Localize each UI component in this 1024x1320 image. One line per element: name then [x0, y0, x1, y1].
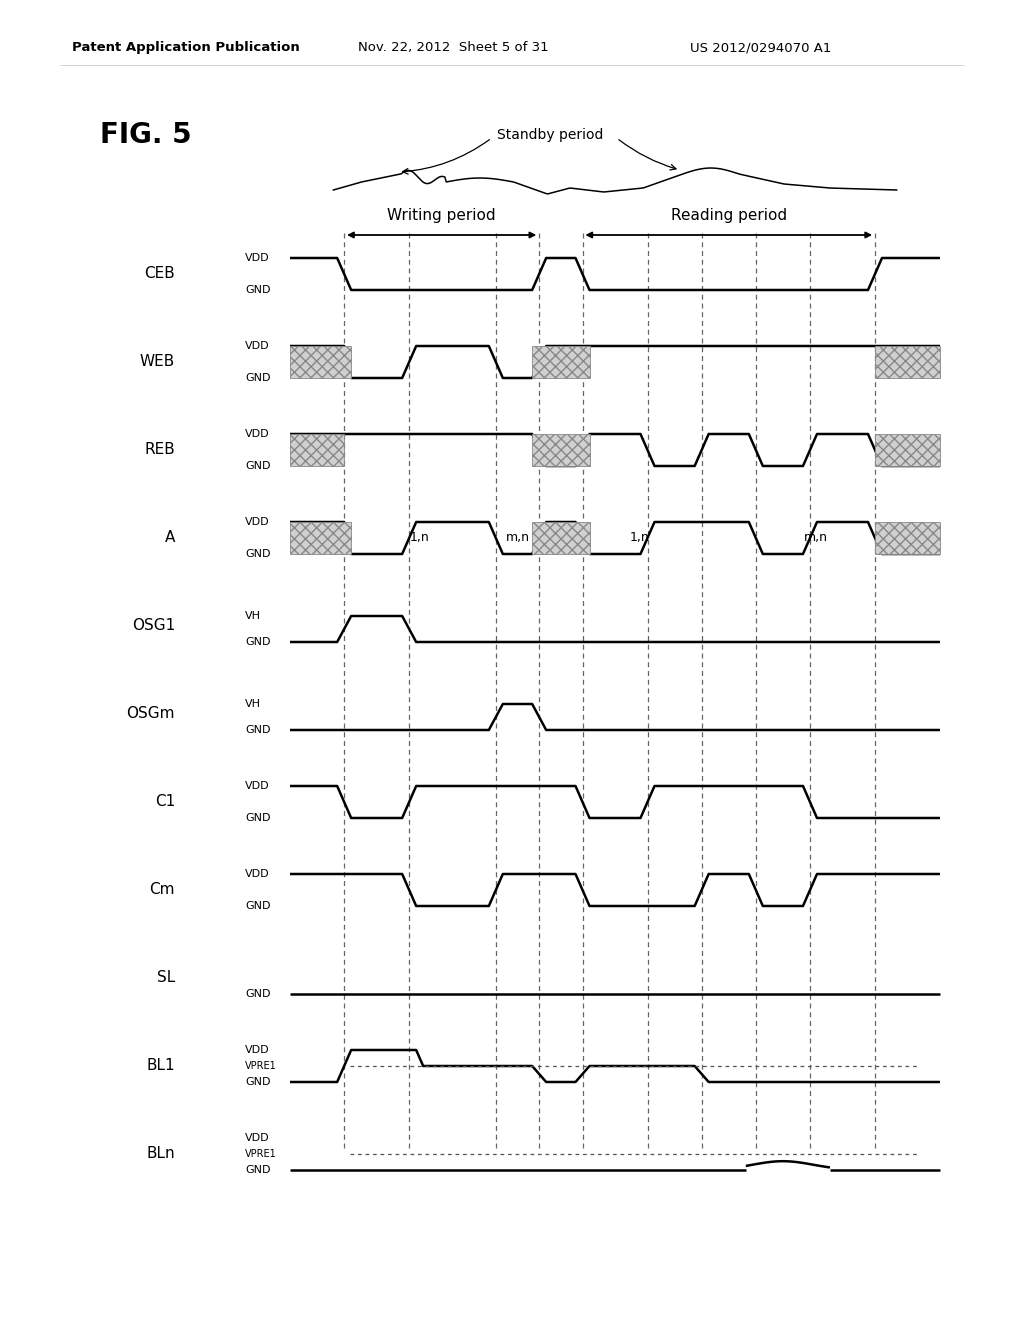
Text: C1: C1: [155, 795, 175, 809]
Bar: [290, 521, 351, 554]
Text: Cm: Cm: [150, 883, 175, 898]
Bar: [290, 346, 351, 378]
Text: WEB: WEB: [139, 355, 175, 370]
Text: VDD: VDD: [245, 429, 269, 440]
Bar: [532, 434, 590, 466]
Text: CEB: CEB: [144, 267, 175, 281]
Text: VPRE1: VPRE1: [245, 1148, 276, 1159]
Text: GND: GND: [245, 725, 270, 735]
Text: GND: GND: [245, 902, 270, 911]
Text: GND: GND: [245, 1166, 270, 1175]
Text: OSGm: OSGm: [127, 706, 175, 722]
Bar: [290, 434, 344, 466]
Text: GND: GND: [245, 1077, 270, 1086]
Text: VDD: VDD: [245, 517, 269, 527]
Text: GND: GND: [245, 374, 270, 383]
Text: A: A: [165, 531, 175, 545]
Text: VDD: VDD: [245, 781, 269, 791]
Text: VDD: VDD: [245, 341, 269, 351]
Text: Reading period: Reading period: [671, 209, 786, 223]
Text: VPRE1: VPRE1: [245, 1061, 276, 1071]
Text: m,n: m,n: [804, 532, 827, 544]
Text: VH: VH: [245, 611, 261, 620]
Text: US 2012/0294070 A1: US 2012/0294070 A1: [690, 41, 831, 54]
Bar: [532, 346, 590, 378]
Text: BL1: BL1: [146, 1059, 175, 1073]
Text: VDD: VDD: [245, 1133, 269, 1143]
Text: Patent Application Publication: Patent Application Publication: [72, 41, 300, 54]
Text: Writing period: Writing period: [387, 209, 496, 223]
Text: GND: GND: [245, 638, 270, 647]
Bar: [532, 521, 590, 554]
Text: GND: GND: [245, 989, 270, 999]
Text: GND: GND: [245, 285, 270, 294]
Text: Nov. 22, 2012  Sheet 5 of 31: Nov. 22, 2012 Sheet 5 of 31: [358, 41, 549, 54]
Bar: [874, 434, 940, 466]
Text: REB: REB: [144, 442, 175, 458]
Text: VDD: VDD: [245, 1045, 269, 1055]
Bar: [874, 521, 940, 554]
Text: GND: GND: [245, 813, 270, 822]
Bar: [874, 346, 940, 378]
Text: VH: VH: [245, 700, 261, 709]
Text: FIG. 5: FIG. 5: [100, 121, 191, 149]
Text: SL: SL: [157, 970, 175, 986]
Text: GND: GND: [245, 549, 270, 558]
Text: BLn: BLn: [146, 1147, 175, 1162]
Text: OSG1: OSG1: [132, 619, 175, 634]
Text: VDD: VDD: [245, 253, 269, 263]
Text: 1,n: 1,n: [630, 532, 649, 544]
Text: VDD: VDD: [245, 869, 269, 879]
Text: m,n: m,n: [506, 532, 529, 544]
Text: 1,n: 1,n: [411, 532, 430, 544]
Text: GND: GND: [245, 461, 270, 471]
Text: Standby period: Standby period: [497, 128, 603, 143]
